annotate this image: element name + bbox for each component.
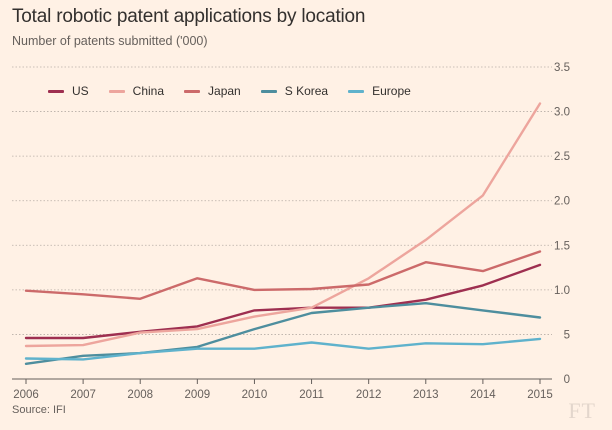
y-tick-label: 3.5 (554, 62, 570, 74)
y-tick-label: 2.0 (554, 196, 570, 208)
y-tick-label: 0 (564, 374, 570, 386)
y-tick-label: 3.0 (554, 107, 570, 119)
series-line-us (24, 263, 542, 340)
legend-label: Europe (372, 84, 411, 98)
series-lines (24, 102, 542, 365)
source-note: Source: IFI (12, 404, 66, 416)
x-tick-label: 2007 (70, 389, 96, 401)
legend-label: US (72, 84, 89, 98)
chart-title: Total robotic patent applications by loc… (12, 6, 366, 27)
x-tick-label: 2011 (299, 389, 324, 401)
legend-swatch (260, 89, 277, 93)
y-tick-label: 1.0 (554, 285, 570, 297)
legend-item-s-korea: S Korea (260, 84, 329, 98)
y-axis-tick-labels: 0 5 1.0 1.5 2.0 2.5 3.0 3.5 (554, 62, 570, 386)
legend-label: China (132, 84, 165, 98)
legend-swatch (48, 89, 64, 93)
legend-label: Japan (208, 84, 241, 98)
x-tick-label: 2014 (470, 389, 496, 401)
legend-item-china: China (108, 84, 165, 98)
chart-subtitle: Number of patents submitted ('000) (12, 34, 208, 48)
series-line-s-korea (24, 302, 542, 365)
series-line-japan (24, 250, 542, 300)
series-line-europe (24, 337, 542, 361)
legend-item-us: US (48, 84, 89, 98)
legend-swatch (184, 89, 201, 93)
legend-swatch (108, 89, 125, 93)
legend: US China Japan S Korea Europe (48, 84, 431, 98)
legend-label: S Korea (284, 84, 329, 98)
grid-lines (12, 66, 552, 380)
x-tick-label: 2013 (413, 389, 439, 401)
x-tick-label: 2012 (356, 389, 382, 401)
y-tick-label: 1.5 (554, 240, 570, 252)
x-tick-label: 2010 (242, 389, 268, 401)
x-tick-label: 2009 (185, 389, 211, 401)
x-tick-label: 2008 (127, 389, 153, 401)
legend-item-japan: Japan (184, 84, 241, 98)
y-tick-label: 2.5 (554, 151, 570, 163)
x-axis-tick-labels: 2006 2007 2008 2009 2010 2011 2012 2013 2014 2015 (13, 379, 553, 401)
legend-item-europe: Europe (348, 84, 411, 98)
x-tick-label: 2006 (13, 389, 39, 401)
y-tick-label: 5 (564, 329, 570, 341)
series-line-china (24, 102, 542, 348)
x-tick-label: 2015 (527, 389, 553, 401)
ft-logo: FT (568, 398, 596, 423)
legend-swatch (348, 89, 365, 93)
